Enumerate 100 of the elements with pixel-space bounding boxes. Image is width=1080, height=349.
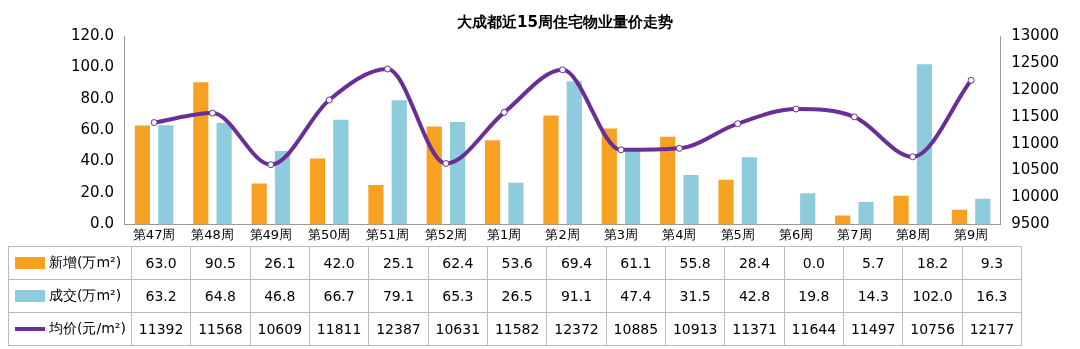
x-tick-label: 第7周: [837, 226, 872, 242]
bar: [625, 149, 641, 225]
bar: [309, 158, 326, 225]
x-tick-label: 第49周: [249, 226, 293, 242]
x-tick-label: 第2周: [545, 226, 580, 242]
data-label: 9.3: [962, 246, 1022, 280]
x-tick-label: 第1周: [487, 226, 522, 242]
bar: [683, 174, 699, 225]
data-label: 90.5: [190, 246, 251, 280]
data-label: 5.7: [843, 246, 903, 280]
x-tick-label: 第9周: [953, 226, 989, 242]
x-tick-label: 第50周: [307, 226, 351, 242]
data-label: 18.2: [902, 246, 963, 280]
bar: [975, 198, 991, 225]
x-tick-label: 第5周: [720, 226, 755, 242]
data-label: 102.0: [902, 279, 963, 313]
data-label: 91.1: [546, 279, 607, 313]
bar: [251, 183, 267, 225]
x-tick-label: 第48周: [191, 226, 234, 242]
bar: [835, 215, 851, 225]
data-label: 26.1: [250, 246, 310, 280]
y2-tick-label: 12000: [1011, 79, 1059, 98]
bar: [660, 136, 676, 225]
bar: [916, 64, 933, 225]
x-tick-label: 第3周: [603, 226, 639, 242]
bar: [566, 81, 582, 225]
point: [967, 76, 975, 84]
y-tick-label: 60.0: [80, 120, 114, 139]
point: [850, 113, 858, 121]
data-label: 10631: [428, 312, 488, 346]
data-label: 46.8: [250, 279, 310, 313]
x-tick-label: 第4周: [662, 226, 697, 242]
bar: [485, 140, 501, 225]
data-label: 63.2: [131, 279, 191, 313]
data-label: 61.1: [606, 246, 666, 280]
bar: [274, 150, 291, 225]
bar: [893, 195, 909, 225]
data-label: 14.3: [843, 279, 903, 313]
x-tick-label: 第52周: [424, 226, 468, 242]
point: [325, 96, 333, 104]
bar: [800, 193, 816, 225]
y2-tick-label: 10500: [1011, 160, 1059, 179]
bar: [333, 119, 349, 225]
data-label: 65.3: [428, 279, 488, 313]
data-label: 55.8: [665, 246, 725, 280]
data-label: 11392: [131, 312, 191, 346]
data-label: 28.4: [724, 246, 785, 280]
data-label: 12372: [546, 312, 607, 346]
data-label: 10609: [250, 312, 310, 346]
data-label: 62.4: [428, 246, 488, 280]
point: [909, 153, 917, 161]
legend-label: 新增(万m²): [49, 254, 122, 270]
bar: [741, 157, 757, 225]
y2-tick-label: 11500: [1011, 106, 1059, 125]
y-tick-label: 0.0: [90, 214, 114, 233]
y-tick-label: 40.0: [80, 151, 114, 170]
bar: [858, 201, 874, 225]
bar: [426, 126, 442, 225]
y-tick-label: 80.0: [80, 88, 114, 107]
point: [442, 160, 450, 168]
point: [734, 120, 742, 128]
y2-tick-label: 12500: [1011, 52, 1059, 71]
data-label: 12177: [962, 312, 1022, 346]
bar: [368, 184, 384, 225]
x-tick-label: 第8周: [895, 226, 930, 242]
data-label: 16.3: [962, 279, 1022, 313]
point: [150, 119, 158, 127]
data-label: 42.8: [724, 279, 785, 313]
point: [792, 105, 800, 113]
point: [559, 66, 567, 74]
data-label: 31.5: [665, 279, 725, 313]
y2-tick-label: 13000: [1011, 25, 1059, 44]
bar: [951, 209, 968, 225]
data-label: 11568: [190, 312, 251, 346]
data-label: 66.7: [309, 279, 369, 313]
data-label: 10913: [665, 312, 725, 346]
bar: [601, 128, 617, 225]
y-tick-label: 100.0: [70, 57, 114, 76]
y-tick-label: 120.0: [70, 25, 114, 44]
bar: [391, 100, 407, 225]
data-label: 79.1: [368, 279, 429, 313]
point: [384, 65, 392, 73]
y2-tick-label: 9500: [1011, 214, 1050, 233]
y2-tick-label: 10000: [1011, 187, 1059, 206]
data-label: 11497: [843, 312, 903, 346]
data-label: 10756: [902, 312, 963, 346]
x-tick-label: 第6周: [778, 226, 814, 242]
bar: [134, 125, 151, 225]
chart-title: 大成都近15周住宅物业量价走势: [457, 12, 673, 31]
x-tick-label: 第51周: [366, 226, 409, 242]
data-label: 11582: [487, 312, 547, 346]
bar: [718, 179, 734, 225]
bar: [508, 182, 524, 225]
data-label: 11371: [724, 312, 785, 346]
data-label: 12387: [368, 312, 429, 346]
bar: [158, 125, 174, 225]
x-tick-label: 第47周: [132, 226, 176, 242]
data-label: 0.0: [784, 246, 844, 280]
point: [267, 161, 275, 169]
bar: [216, 122, 232, 225]
